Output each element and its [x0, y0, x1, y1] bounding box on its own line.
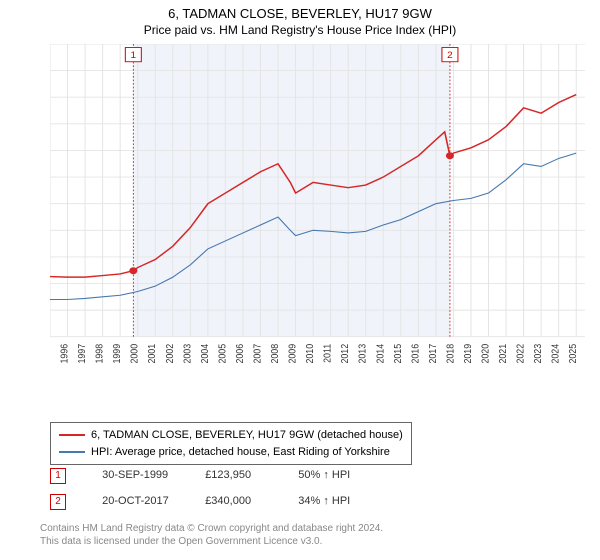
- legend-row-1: 6, TADMAN CLOSE, BEVERLEY, HU17 9GW (det…: [59, 427, 403, 444]
- svg-text:2002: 2002: [164, 344, 176, 364]
- chart-title: 6, TADMAN CLOSE, BEVERLEY, HU17 9GW: [0, 0, 600, 21]
- svg-text:2013: 2013: [357, 344, 369, 364]
- svg-text:2014: 2014: [375, 344, 387, 364]
- svg-text:2011: 2011: [322, 344, 334, 363]
- svg-text:2016: 2016: [410, 344, 422, 364]
- svg-text:2005: 2005: [217, 344, 229, 364]
- svg-text:2020: 2020: [480, 344, 492, 364]
- svg-text:2019: 2019: [463, 344, 475, 364]
- svg-text:2008: 2008: [270, 344, 282, 364]
- svg-text:1999: 1999: [112, 344, 124, 364]
- license-line-2: This data is licensed under the Open Gov…: [40, 535, 383, 548]
- sale-price-2: £340,000: [205, 495, 295, 507]
- svg-text:2010: 2010: [305, 344, 317, 364]
- sale-marker-2: 2: [50, 494, 66, 510]
- svg-text:2003: 2003: [182, 344, 194, 364]
- svg-text:2025: 2025: [568, 344, 580, 364]
- legend-label-1: 6, TADMAN CLOSE, BEVERLEY, HU17 9GW (det…: [91, 427, 403, 444]
- sale-pct-1: 50% ↑ HPI: [298, 469, 350, 481]
- legend-label-2: HPI: Average price, detached house, East…: [91, 444, 390, 461]
- svg-text:2001: 2001: [147, 344, 159, 364]
- chart-svg: 1 2 1995 1996 1997 1998 1999 2000 2001 2002 2003 20…: [50, 44, 585, 374]
- sale-date-1: 30-SEP-1999: [102, 469, 202, 481]
- svg-text:2009: 2009: [287, 344, 299, 364]
- svg-text:2022: 2022: [515, 344, 527, 364]
- chart-container: { "title_line1": "6, TADMAN CLOSE, BEVER…: [0, 0, 600, 560]
- svg-text:2021: 2021: [498, 344, 510, 364]
- sale-date-2: 20-OCT-2017: [102, 495, 202, 507]
- legend-box: 6, TADMAN CLOSE, BEVERLEY, HU17 9GW (det…: [50, 422, 412, 465]
- svg-text:1996: 1996: [59, 344, 71, 364]
- sale-row-2: 2 20-OCT-2017 £340,000 34% ↑ HPI: [50, 494, 350, 510]
- svg-text:2: 2: [447, 51, 453, 61]
- svg-text:2004: 2004: [199, 344, 211, 364]
- svg-text:2017: 2017: [427, 344, 439, 364]
- svg-text:1998: 1998: [94, 344, 106, 364]
- svg-text:2012: 2012: [340, 344, 352, 364]
- svg-text:2018: 2018: [445, 344, 457, 364]
- sale-marker-1: 1: [50, 468, 66, 484]
- svg-text:1: 1: [131, 51, 137, 61]
- legend-swatch-2: [59, 451, 85, 453]
- license-text: Contains HM Land Registry data © Crown c…: [40, 522, 383, 548]
- sale-pct-2: 34% ↑ HPI: [298, 495, 350, 507]
- license-line-1: Contains HM Land Registry data © Crown c…: [40, 522, 383, 535]
- svg-text:2024: 2024: [550, 344, 562, 364]
- sale-price-1: £123,950: [205, 469, 295, 481]
- legend-swatch-1: [59, 434, 85, 436]
- svg-text:2007: 2007: [252, 344, 264, 364]
- svg-text:2006: 2006: [234, 344, 246, 364]
- sale-row-1: 1 30-SEP-1999 £123,950 50% ↑ HPI: [50, 468, 350, 484]
- svg-text:2015: 2015: [392, 344, 404, 364]
- svg-text:1997: 1997: [77, 344, 89, 364]
- legend-row-2: HPI: Average price, detached house, East…: [59, 444, 403, 461]
- svg-text:2000: 2000: [129, 344, 141, 364]
- svg-text:1995: 1995: [50, 344, 53, 364]
- chart-subtitle: Price paid vs. HM Land Registry's House …: [0, 21, 600, 37]
- svg-text:2023: 2023: [533, 344, 545, 364]
